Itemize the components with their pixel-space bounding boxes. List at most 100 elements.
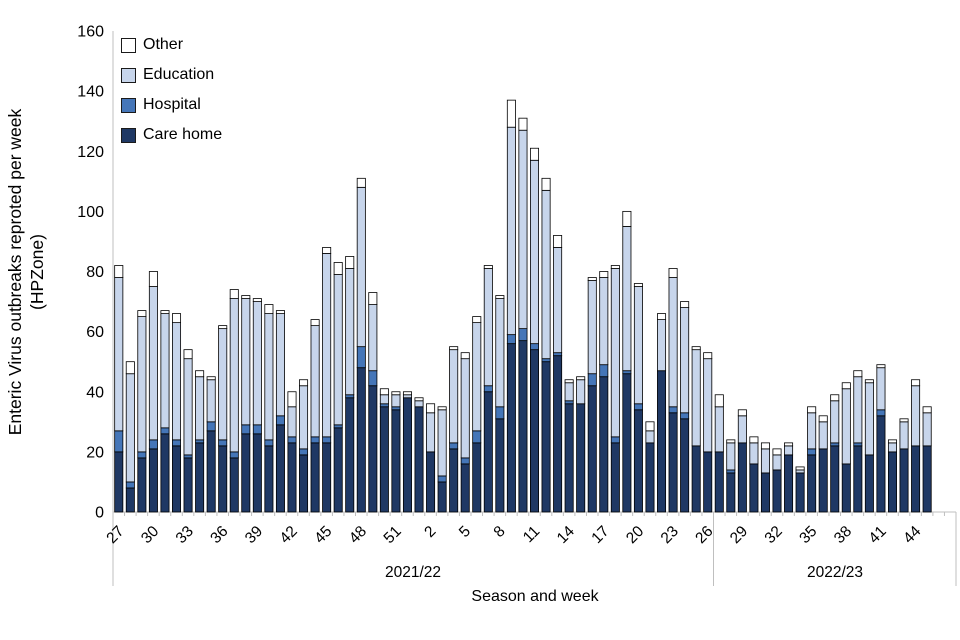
bar-segment-other — [703, 352, 713, 360]
bar-segment-care-home — [114, 451, 124, 513]
bar-2021-22-wk5 — [460, 352, 470, 513]
bar-segment-education — [460, 358, 470, 459]
bar-segment-care-home — [610, 442, 620, 513]
bar-2021-22-wk13 — [553, 235, 563, 513]
bar-segment-education — [275, 313, 285, 417]
bar-segment-care-home — [125, 487, 135, 513]
bar-segment-education — [795, 469, 805, 474]
bar-segment-care-home — [333, 427, 343, 513]
bar-segment-education — [299, 385, 309, 450]
bar-segment-care-home — [807, 454, 817, 513]
bar-2021-22-wk29 — [137, 310, 147, 513]
bar-segment-hospital — [345, 394, 355, 399]
bar-segment-care-home — [379, 406, 389, 513]
bar-segment-education — [853, 376, 863, 444]
bar-segment-care-home — [460, 463, 470, 513]
bar-segment-care-home — [633, 409, 643, 513]
bar-2021-22-wk19 — [622, 210, 632, 513]
bar-segment-hospital — [876, 409, 886, 417]
bar-segment-education — [645, 430, 655, 444]
bar-segment-care-home — [206, 430, 216, 513]
bar-2021-22-wk11 — [530, 147, 540, 513]
bar-segment-care-home — [275, 424, 285, 513]
bar-segment-hospital — [541, 358, 551, 363]
bar-segment-care-home — [252, 433, 262, 513]
bar-segment-other — [633, 283, 643, 287]
bar-segment-other — [495, 295, 505, 299]
legend-label: Education — [143, 66, 215, 83]
bar-segment-other — [737, 409, 747, 417]
bar-2021-22-wk49 — [368, 292, 378, 513]
bar-segment-education — [172, 322, 182, 441]
bar-segment-hospital — [125, 481, 135, 489]
bar-segment-care-home — [830, 445, 840, 513]
bar-2021-22-wk16 — [587, 277, 597, 513]
bar-2021-22-wk37 — [229, 289, 239, 513]
bar-segment-other — [460, 352, 470, 360]
x-tick-label-wk30: 30 — [138, 523, 162, 547]
bar-segment-other — [680, 301, 690, 308]
bar-segment-care-home — [899, 448, 909, 513]
bar-segment-hospital — [333, 424, 343, 429]
bar-segment-other — [564, 379, 574, 384]
bar-segment-care-home — [402, 397, 412, 513]
bar-segment-education — [541, 189, 551, 360]
bar-segment-care-home — [668, 412, 678, 513]
bar-segment-hospital — [310, 436, 320, 444]
bar-2021-22-wk20 — [633, 283, 643, 513]
bar-segment-other — [714, 394, 724, 408]
bar-segment-education — [368, 304, 378, 372]
legend-swatch-icon — [121, 37, 136, 53]
bar-2022-23-wk30 — [749, 436, 759, 513]
bar-segment-hospital — [368, 370, 378, 387]
bar-segment-care-home — [287, 442, 297, 513]
bar-segment-education — [414, 400, 424, 408]
x-tick-label-wk42: 42 — [277, 523, 301, 547]
bar-segment-other — [691, 346, 701, 351]
bar-segment-care-home — [680, 418, 690, 513]
bar-segment-care-home — [541, 361, 551, 513]
bar-segment-care-home — [495, 418, 505, 513]
bar-segment-education — [252, 301, 262, 426]
x-tick-label-wk35: 35 — [796, 523, 820, 547]
bar-segment-other — [553, 235, 563, 248]
bar-segment-hospital — [633, 403, 643, 411]
bar-segment-other — [576, 376, 586, 381]
bar-segment-education — [622, 226, 632, 372]
x-axis-title: Season and week — [471, 588, 599, 605]
bar-segment-care-home — [795, 472, 805, 513]
x-tick-label-wk5: 5 — [456, 523, 474, 541]
bar-segment-care-home — [137, 457, 147, 513]
bar-segment-hospital — [356, 346, 366, 369]
bar-segment-hospital — [172, 439, 182, 447]
bar-segment-education — [125, 373, 135, 483]
bar-2021-22-wk33 — [183, 349, 193, 513]
bar-segment-education — [887, 442, 897, 453]
bar-segment-other — [587, 277, 597, 281]
bar-segment-care-home — [714, 451, 724, 513]
x-tick-label-wk41: 41 — [866, 523, 890, 547]
x-tick-label-wk39: 39 — [242, 523, 266, 547]
bar-segment-care-home — [426, 451, 436, 513]
bar-segment-other — [379, 388, 389, 396]
bar-segment-other — [899, 418, 909, 423]
bar-segment-education — [737, 415, 747, 444]
bar-segment-education — [807, 412, 817, 450]
bar-segment-other — [172, 313, 182, 324]
bar-segment-care-home — [911, 445, 921, 513]
bar-segment-other — [610, 265, 620, 269]
bar-segment-care-home — [322, 442, 332, 513]
bar-segment-education — [530, 159, 540, 345]
bar-segment-other — [241, 295, 251, 299]
bar-segment-other — [518, 117, 528, 131]
bar-segment-care-home — [587, 385, 597, 513]
bar-2022-23-wk29 — [737, 409, 747, 513]
y-tick-label-40: 40 — [86, 384, 104, 401]
y-tick-label-0: 0 — [95, 505, 104, 522]
bar-segment-other — [368, 292, 378, 305]
bar-segment-other — [299, 379, 309, 387]
bar-2021-22-wk15 — [576, 376, 586, 513]
bar-2021-22-wk40 — [264, 304, 274, 513]
bar-2021-22-wk22 — [657, 313, 667, 513]
bar-2021-22-wk46 — [333, 262, 343, 513]
